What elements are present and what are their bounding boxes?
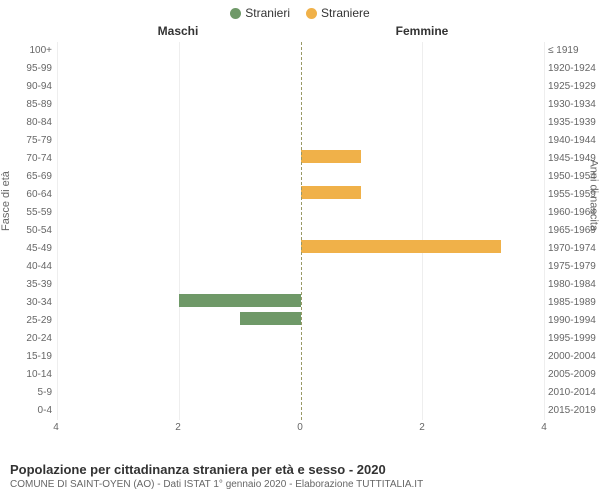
y-tick-left: 40-44 [4,258,52,276]
y-tick-left: 90-94 [4,78,52,96]
y-tick-right: 1990-1994 [548,312,596,330]
x-ticks: 4 2 0 2 4 [56,422,544,436]
y-tick-left: 15-19 [4,348,52,366]
y-tick-right: 1980-1984 [548,276,596,294]
y-tick-left: 20-24 [4,330,52,348]
y-tick-right: 2005-2009 [548,366,596,384]
y-tick-left: 10-14 [4,366,52,384]
y-tick-right: 1970-1974 [548,240,596,258]
x-tick: 2 [419,422,425,433]
legend-item-female: Straniere [306,6,370,20]
y-tick-left: 30-34 [4,294,52,312]
header-male: Maschi [56,24,300,38]
y-tick-left: 5-9 [4,384,52,402]
y-tick-left: 0-4 [4,402,52,420]
chart-title: Popolazione per cittadinanza straniera p… [10,462,590,477]
y-axis-left-label: Fasce di età [0,171,12,231]
x-tick: 4 [53,422,59,433]
y-tick-left: 75-79 [4,132,52,150]
x-axis: 4 2 0 2 4 [0,422,600,436]
y-tick-left: 85-89 [4,96,52,114]
y-axis-right-label: Anni di nascita [588,159,600,231]
y-tick-right: 1925-1929 [548,78,596,96]
bar-male [179,294,301,307]
y-tick-right: ≤ 1919 [548,42,596,60]
x-tick: 4 [541,422,547,433]
y-tick-right: 1920-1924 [548,60,596,78]
y-tick-right: 2000-2004 [548,348,596,366]
y-tick-left: 45-49 [4,240,52,258]
legend-item-male: Stranieri [230,6,290,20]
y-tick-left: 80-84 [4,114,52,132]
legend-label-male: Stranieri [245,6,290,20]
footer: Popolazione per cittadinanza straniera p… [10,462,590,490]
side-headers: Maschi Femmine [0,24,600,38]
y-tick-right: 2015-2019 [548,402,596,420]
x-tick: 2 [175,422,181,433]
y-tick-left: 100+ [4,42,52,60]
bar-male [240,312,301,325]
y-ticks-left: 100+95-9990-9485-8980-8475-7970-7465-696… [0,42,56,420]
y-tick-right: 1930-1934 [548,96,596,114]
bar-female [301,186,362,199]
plot-area [56,42,544,420]
y-tick-right: 1940-1944 [548,132,596,150]
legend-label-female: Straniere [321,6,370,20]
y-tick-left: 70-74 [4,150,52,168]
bar-female [301,150,362,163]
center-axis-line [301,42,302,420]
chart: Fasce di età Anni di nascita 100+95-9990… [0,42,600,420]
y-tick-right: 2010-2014 [548,384,596,402]
y-tick-right: 1985-1989 [548,294,596,312]
x-tick: 0 [297,422,303,433]
y-tick-left: 95-99 [4,60,52,78]
y-tick-right: 1935-1939 [548,114,596,132]
bar-female [301,240,502,253]
y-tick-right: 1975-1979 [548,258,596,276]
legend-swatch-female [306,8,317,19]
grid-line [544,42,545,420]
legend: Stranieri Straniere [0,0,600,20]
legend-swatch-male [230,8,241,19]
y-tick-left: 25-29 [4,312,52,330]
header-female: Femmine [300,24,544,38]
y-tick-right: 1995-1999 [548,330,596,348]
chart-subtitle: COMUNE DI SAINT-OYEN (AO) - Dati ISTAT 1… [10,479,590,490]
y-tick-left: 35-39 [4,276,52,294]
